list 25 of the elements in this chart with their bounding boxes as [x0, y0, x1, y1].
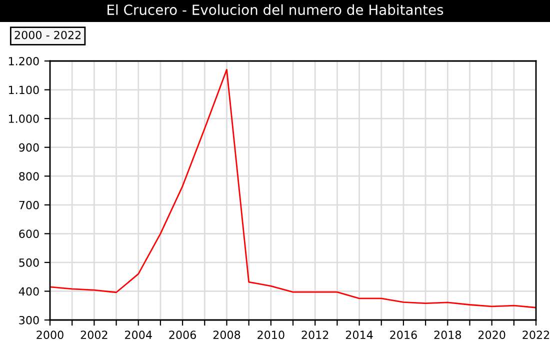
x-tick-label: 2008 [213, 330, 240, 340]
x-tick-label: 2022 [522, 330, 550, 340]
x-tick-label: 2012 [302, 330, 328, 340]
x-tick-label: 2016 [390, 330, 417, 340]
x-tick-label: 2014 [346, 330, 373, 340]
y-tick-label: 400 [18, 287, 39, 296]
chart-subtitle: 2000 - 2022 [14, 30, 81, 40]
y-tick-label: 600 [19, 230, 39, 238]
y-tick-label: 700 [19, 200, 39, 210]
y-tick-label: 900 [19, 143, 39, 152]
x-tick-label: 2010 [258, 330, 284, 340]
y-tick-label: 500 [19, 258, 39, 267]
line-series [50, 68, 536, 308]
y-tick-label: 1.200 [8, 56, 39, 66]
y-tick-label: 1.100 [8, 86, 39, 94]
x-tick-label: 2000 [36, 330, 64, 340]
y-tick-label: 1.000 [8, 114, 39, 123]
y-tick-label: 800 [19, 172, 39, 180]
x-tick-label: 2006 [169, 330, 196, 340]
x-tick-label: 2004 [125, 330, 152, 340]
x-tick-label: 2002 [80, 330, 108, 340]
chart-title: El Crucero - Evolucion del numero de Habitantes [108, 4, 444, 16]
x-tick-label: 2020 [478, 330, 506, 340]
x-tick-label: 2018 [434, 330, 462, 340]
y-tick-label: 300 [19, 316, 39, 324]
